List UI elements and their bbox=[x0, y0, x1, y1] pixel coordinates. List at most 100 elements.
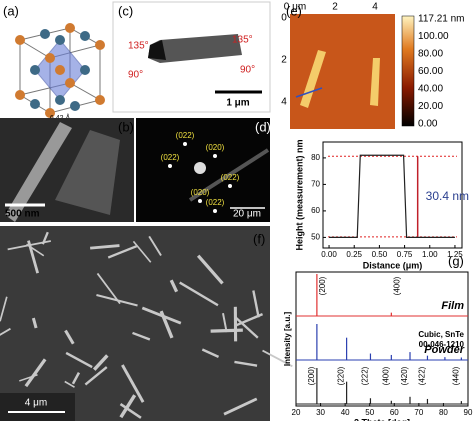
angle: 90° bbox=[128, 70, 143, 81]
afm-x-label: 4 bbox=[372, 2, 378, 13]
sem-image bbox=[0, 226, 270, 421]
nanorod bbox=[233, 313, 264, 328]
spot-label: (022) bbox=[176, 131, 195, 140]
diffraction-spot bbox=[228, 184, 232, 188]
nanorod bbox=[119, 394, 137, 419]
nanorod bbox=[210, 328, 243, 333]
rod bbox=[5, 122, 72, 222]
nanorod bbox=[119, 402, 142, 419]
y-axis-label: Intensity [a.u.] bbox=[283, 312, 292, 367]
central-spot bbox=[194, 162, 206, 174]
panel-label: (c) bbox=[118, 3, 133, 18]
legend-label: Powder bbox=[424, 344, 464, 356]
nanorod bbox=[0, 296, 8, 322]
x-tick-label: 0.00 bbox=[321, 250, 337, 259]
colorbar-label: 100.00 bbox=[418, 31, 449, 42]
nanorod bbox=[252, 290, 260, 318]
panel-label: (b) bbox=[118, 119, 134, 134]
afm-y-label: 2 bbox=[281, 55, 287, 66]
nanorod bbox=[169, 279, 179, 293]
plate bbox=[55, 130, 120, 215]
profile-line bbox=[295, 87, 323, 98]
nanorod bbox=[132, 331, 151, 341]
nanorod bbox=[179, 281, 219, 307]
peak-label: (400) bbox=[392, 276, 401, 295]
y-tick-label: 50 bbox=[311, 233, 320, 242]
panel-label: (f) bbox=[253, 231, 265, 246]
nanorod bbox=[223, 397, 258, 416]
rod bbox=[370, 58, 380, 106]
x-tick-label: 90 bbox=[464, 408, 473, 417]
x-tick-label: 0.75 bbox=[397, 250, 413, 259]
spot-label: (020) bbox=[206, 143, 225, 152]
diffraction-spot bbox=[198, 199, 202, 203]
x-tick-label: 70 bbox=[414, 408, 423, 417]
x-axis-label: 2 Theta [deg] bbox=[354, 417, 410, 421]
scale-box bbox=[0, 393, 75, 421]
nanorod bbox=[148, 235, 162, 256]
nanorod bbox=[222, 312, 228, 333]
annotation: 30.4 nm bbox=[426, 189, 469, 203]
spot-label: (022) bbox=[206, 198, 225, 207]
nanorod bbox=[71, 372, 81, 385]
x-tick-label: 40 bbox=[341, 408, 350, 417]
diffraction-spot bbox=[213, 209, 217, 213]
colorbar-label: 0.00 bbox=[418, 119, 438, 130]
afm-x-label: 0 μm bbox=[284, 2, 306, 13]
y-tick-label: 60 bbox=[311, 206, 320, 215]
nanorod bbox=[234, 315, 259, 339]
panel-label: (d) bbox=[255, 119, 271, 134]
nanorod bbox=[64, 380, 75, 388]
x-tick-label: 0.25 bbox=[346, 250, 362, 259]
rod-end bbox=[148, 40, 166, 60]
peak-label: (420) bbox=[400, 366, 409, 385]
colorbar-label: 60.00 bbox=[418, 66, 443, 77]
lattice-label: 6.42 Å bbox=[50, 113, 71, 122]
diffraction-spot bbox=[168, 164, 172, 168]
x-tick-label: 50 bbox=[365, 408, 374, 417]
x-tick-label: 30 bbox=[316, 408, 325, 417]
nanorod bbox=[31, 317, 38, 329]
nanorod bbox=[234, 360, 258, 367]
nanorod bbox=[196, 254, 224, 285]
spot-label: (022) bbox=[221, 173, 240, 182]
nanorod bbox=[92, 354, 109, 371]
panel-label: (g) bbox=[448, 253, 464, 268]
nanorod bbox=[90, 244, 120, 250]
nanorod bbox=[121, 364, 145, 403]
colorbar-label: 117.21 nm bbox=[418, 14, 465, 25]
legend-note: 00-046-1210 bbox=[419, 340, 465, 349]
y-axis-label: Height (measurement) nm bbox=[294, 139, 304, 250]
plot-frame bbox=[295, 271, 469, 407]
nanorod bbox=[64, 329, 75, 345]
x-tick-label: 60 bbox=[390, 408, 399, 417]
crystal-structure bbox=[15, 23, 105, 118]
scale-label: 1 μm bbox=[226, 98, 249, 109]
nanorod bbox=[132, 240, 152, 263]
panel-label: (a) bbox=[3, 3, 19, 18]
angle: 135° bbox=[128, 41, 149, 52]
peak-label: (200) bbox=[318, 276, 327, 295]
nanorod bbox=[201, 348, 220, 358]
x-tick-label: 1.00 bbox=[422, 250, 438, 259]
x-tick-label: 1.25 bbox=[447, 250, 463, 259]
plot-frame bbox=[322, 141, 463, 249]
x-axis-label: Distance (μm) bbox=[363, 260, 423, 270]
x-tick-label: 20 bbox=[292, 408, 301, 417]
peak-label: (222) bbox=[361, 366, 370, 385]
nanorod bbox=[262, 349, 293, 368]
afm-y-label: 4 bbox=[281, 97, 287, 108]
nanorod bbox=[141, 306, 182, 325]
nanorod bbox=[41, 231, 49, 245]
peak-label: (200) bbox=[307, 366, 316, 385]
beam-stop bbox=[188, 148, 270, 202]
nanorods bbox=[0, 231, 293, 419]
peak-label: (400) bbox=[381, 366, 390, 385]
rod bbox=[148, 34, 242, 63]
peak-label: (220) bbox=[337, 366, 346, 385]
scale-label: 500 nm bbox=[5, 209, 40, 220]
spot-label: (022) bbox=[161, 153, 180, 162]
y-tick-label: 80 bbox=[311, 153, 320, 162]
legend-label: Cubic, SnTe bbox=[418, 330, 464, 339]
